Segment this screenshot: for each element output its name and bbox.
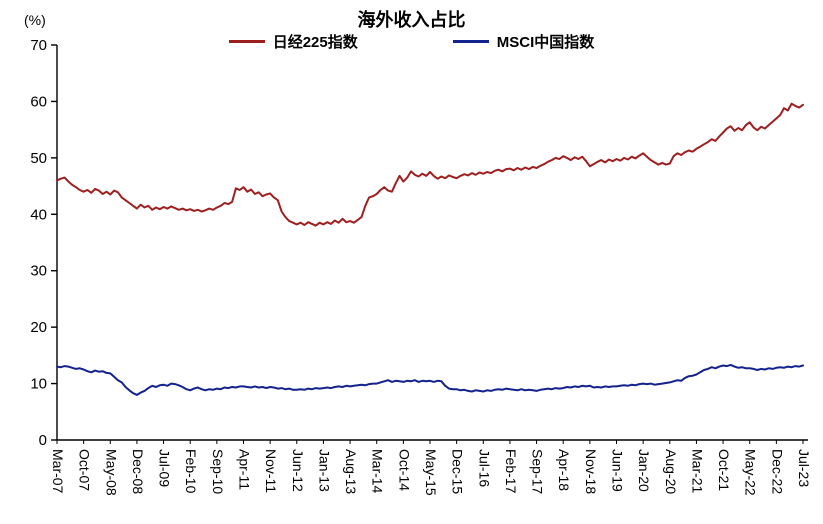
x-tick-label: Nov-18	[583, 449, 599, 494]
x-tick-label: Jan-13	[316, 449, 332, 492]
x-tick-label: Dec-22	[769, 449, 785, 494]
legend-swatch	[228, 40, 265, 43]
x-tick-label: Jul-09	[157, 449, 173, 487]
x-tick-label: Jun-12	[290, 449, 306, 492]
legend-label-nikkei225: 日经225指数	[272, 34, 358, 51]
x-tick-label: Oct-07	[77, 449, 93, 491]
x-tick-label: May-08	[103, 449, 119, 496]
x-tick-label: Sep-17	[530, 449, 546, 494]
x-tick-label: Nov-11	[263, 449, 279, 493]
x-tick-label: Mar-07	[50, 449, 66, 494]
x-tick-label: Oct-21	[716, 449, 732, 491]
x-tick-label: Jan-20	[636, 449, 652, 492]
x-tick-label: Feb-10	[183, 449, 199, 494]
x-tick-label: Dec-15	[450, 449, 466, 494]
x-tick-label: Jul-16	[476, 449, 492, 487]
x-tick-label: Aug-20	[663, 449, 679, 494]
y-tick-label: 60	[30, 93, 47, 110]
chart-title: 海外收入占比	[357, 10, 466, 30]
x-tick-label: Mar-21	[689, 449, 705, 494]
x-tick-label: May-15	[423, 449, 439, 496]
x-tick-label: Aug-13	[343, 449, 359, 494]
x-tick-label: Oct-14	[396, 449, 412, 491]
x-tick-label: Feb-17	[503, 449, 519, 494]
x-tick-label: Jul-23	[796, 449, 812, 487]
y-tick-label: 30	[30, 263, 47, 280]
y-tick-label: 40	[30, 206, 47, 223]
x-tick-label: Mar-14	[370, 449, 386, 494]
series-line-0	[56, 102, 804, 227]
legend-item-nikkei225: 日经225指数	[228, 31, 358, 52]
x-tick-label: May-22	[743, 449, 759, 496]
y-tick-label: 0	[39, 432, 47, 449]
x-tick-label: Apr-18	[556, 449, 572, 491]
legend-item-msci-china: MSCI中国指数	[452, 31, 595, 52]
x-tick-label: Dec-08	[130, 449, 146, 494]
legend: 日经225指数 MSCI中国指数	[0, 31, 823, 52]
y-tick-label: 50	[30, 150, 47, 167]
legend-swatch	[452, 40, 489, 43]
x-tick-label: Apr-11	[237, 449, 253, 490]
y-tick-label: 70	[30, 37, 47, 54]
x-tick-label: Sep-10	[210, 449, 226, 494]
legend-label-msci-china: MSCI中国指数	[496, 34, 595, 51]
series-line-1	[56, 363, 804, 396]
y-tick-label: 20	[30, 319, 47, 336]
y-axis-unit-label: (%)	[24, 12, 46, 28]
y-tick-label: 10	[30, 376, 47, 393]
x-tick-label: Jun-19	[610, 449, 626, 492]
